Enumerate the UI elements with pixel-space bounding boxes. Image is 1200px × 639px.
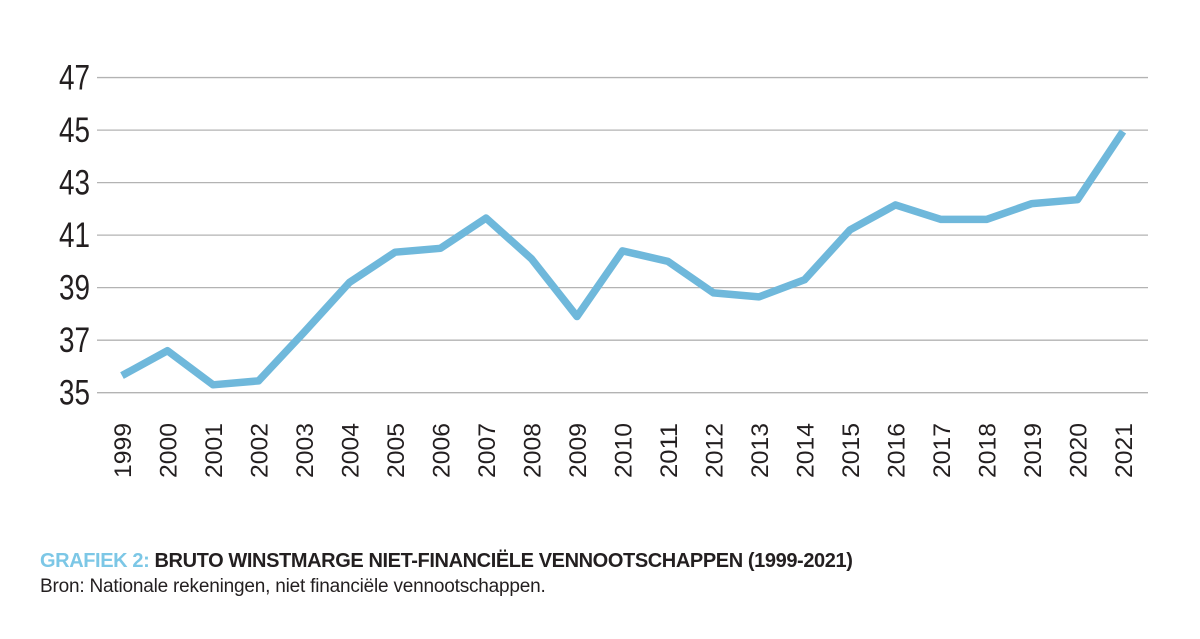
x-tick-label: 2005 bbox=[383, 423, 410, 478]
x-tick-label: 2017 bbox=[929, 423, 956, 478]
x-tick-label: 2010 bbox=[611, 423, 638, 478]
x-tick-label: 2014 bbox=[793, 423, 820, 478]
caption-label: GRAFIEK 2: bbox=[40, 550, 150, 572]
x-tick-label: 2001 bbox=[201, 423, 228, 478]
x-tick-label: 2020 bbox=[1066, 423, 1093, 478]
caption-title: GRAFIEK 2: BRUTO WINSTMARGE NIET-FINANCI… bbox=[40, 549, 1160, 574]
y-tick-label: 47 bbox=[59, 59, 90, 98]
x-tick-label: 2013 bbox=[747, 423, 774, 478]
x-tick-label: 2015 bbox=[838, 423, 865, 478]
y-tick-label: 45 bbox=[59, 111, 90, 150]
caption: GRAFIEK 2: BRUTO WINSTMARGE NIET-FINANCI… bbox=[40, 549, 1160, 599]
data-series bbox=[120, 129, 1127, 389]
y-tick-label: 35 bbox=[59, 374, 90, 413]
x-tick-label: 2016 bbox=[884, 423, 911, 478]
profit-margin-line bbox=[120, 129, 1127, 389]
x-tick-label: 2011 bbox=[656, 423, 683, 478]
gridlines bbox=[97, 76, 1148, 394]
x-tick-label: 2003 bbox=[292, 423, 319, 478]
y-tick-label: 43 bbox=[59, 164, 90, 203]
x-axis-labels: 1999 2000 2001 2002 2003 2004 2005 2006 2007 2008… bbox=[110, 423, 1138, 478]
y-tick-label: 39 bbox=[59, 269, 90, 308]
x-tick-label: 2021 bbox=[1111, 423, 1138, 478]
x-tick-label: 2018 bbox=[975, 423, 1002, 478]
line-chart: 35 37 39 41 43 45 47 1999 2000 2001 2002 2003 2004 2… bbox=[59, 59, 1148, 478]
x-tick-label: 2012 bbox=[702, 423, 729, 478]
y-tick-label: 41 bbox=[59, 216, 90, 255]
x-tick-label: 2002 bbox=[247, 423, 274, 478]
caption-title-text: BRUTO WINSTMARGE NIET-FINANCIËLE VENNOOT… bbox=[154, 550, 853, 572]
y-tick-label: 37 bbox=[59, 321, 90, 360]
caption-source: Bron: Nationale rekeningen, niet financi… bbox=[40, 576, 546, 597]
x-tick-label: 2000 bbox=[156, 423, 183, 478]
y-axis-labels: 35 37 39 41 43 45 47 bbox=[59, 59, 90, 413]
x-tick-label: 2007 bbox=[474, 423, 501, 478]
x-tick-label: 1999 bbox=[110, 423, 137, 478]
x-tick-label: 2009 bbox=[565, 423, 592, 478]
x-tick-label: 2019 bbox=[1020, 423, 1047, 478]
x-tick-label: 2008 bbox=[520, 423, 547, 478]
x-tick-label: 2004 bbox=[338, 423, 365, 478]
x-tick-label: 2006 bbox=[429, 423, 456, 478]
